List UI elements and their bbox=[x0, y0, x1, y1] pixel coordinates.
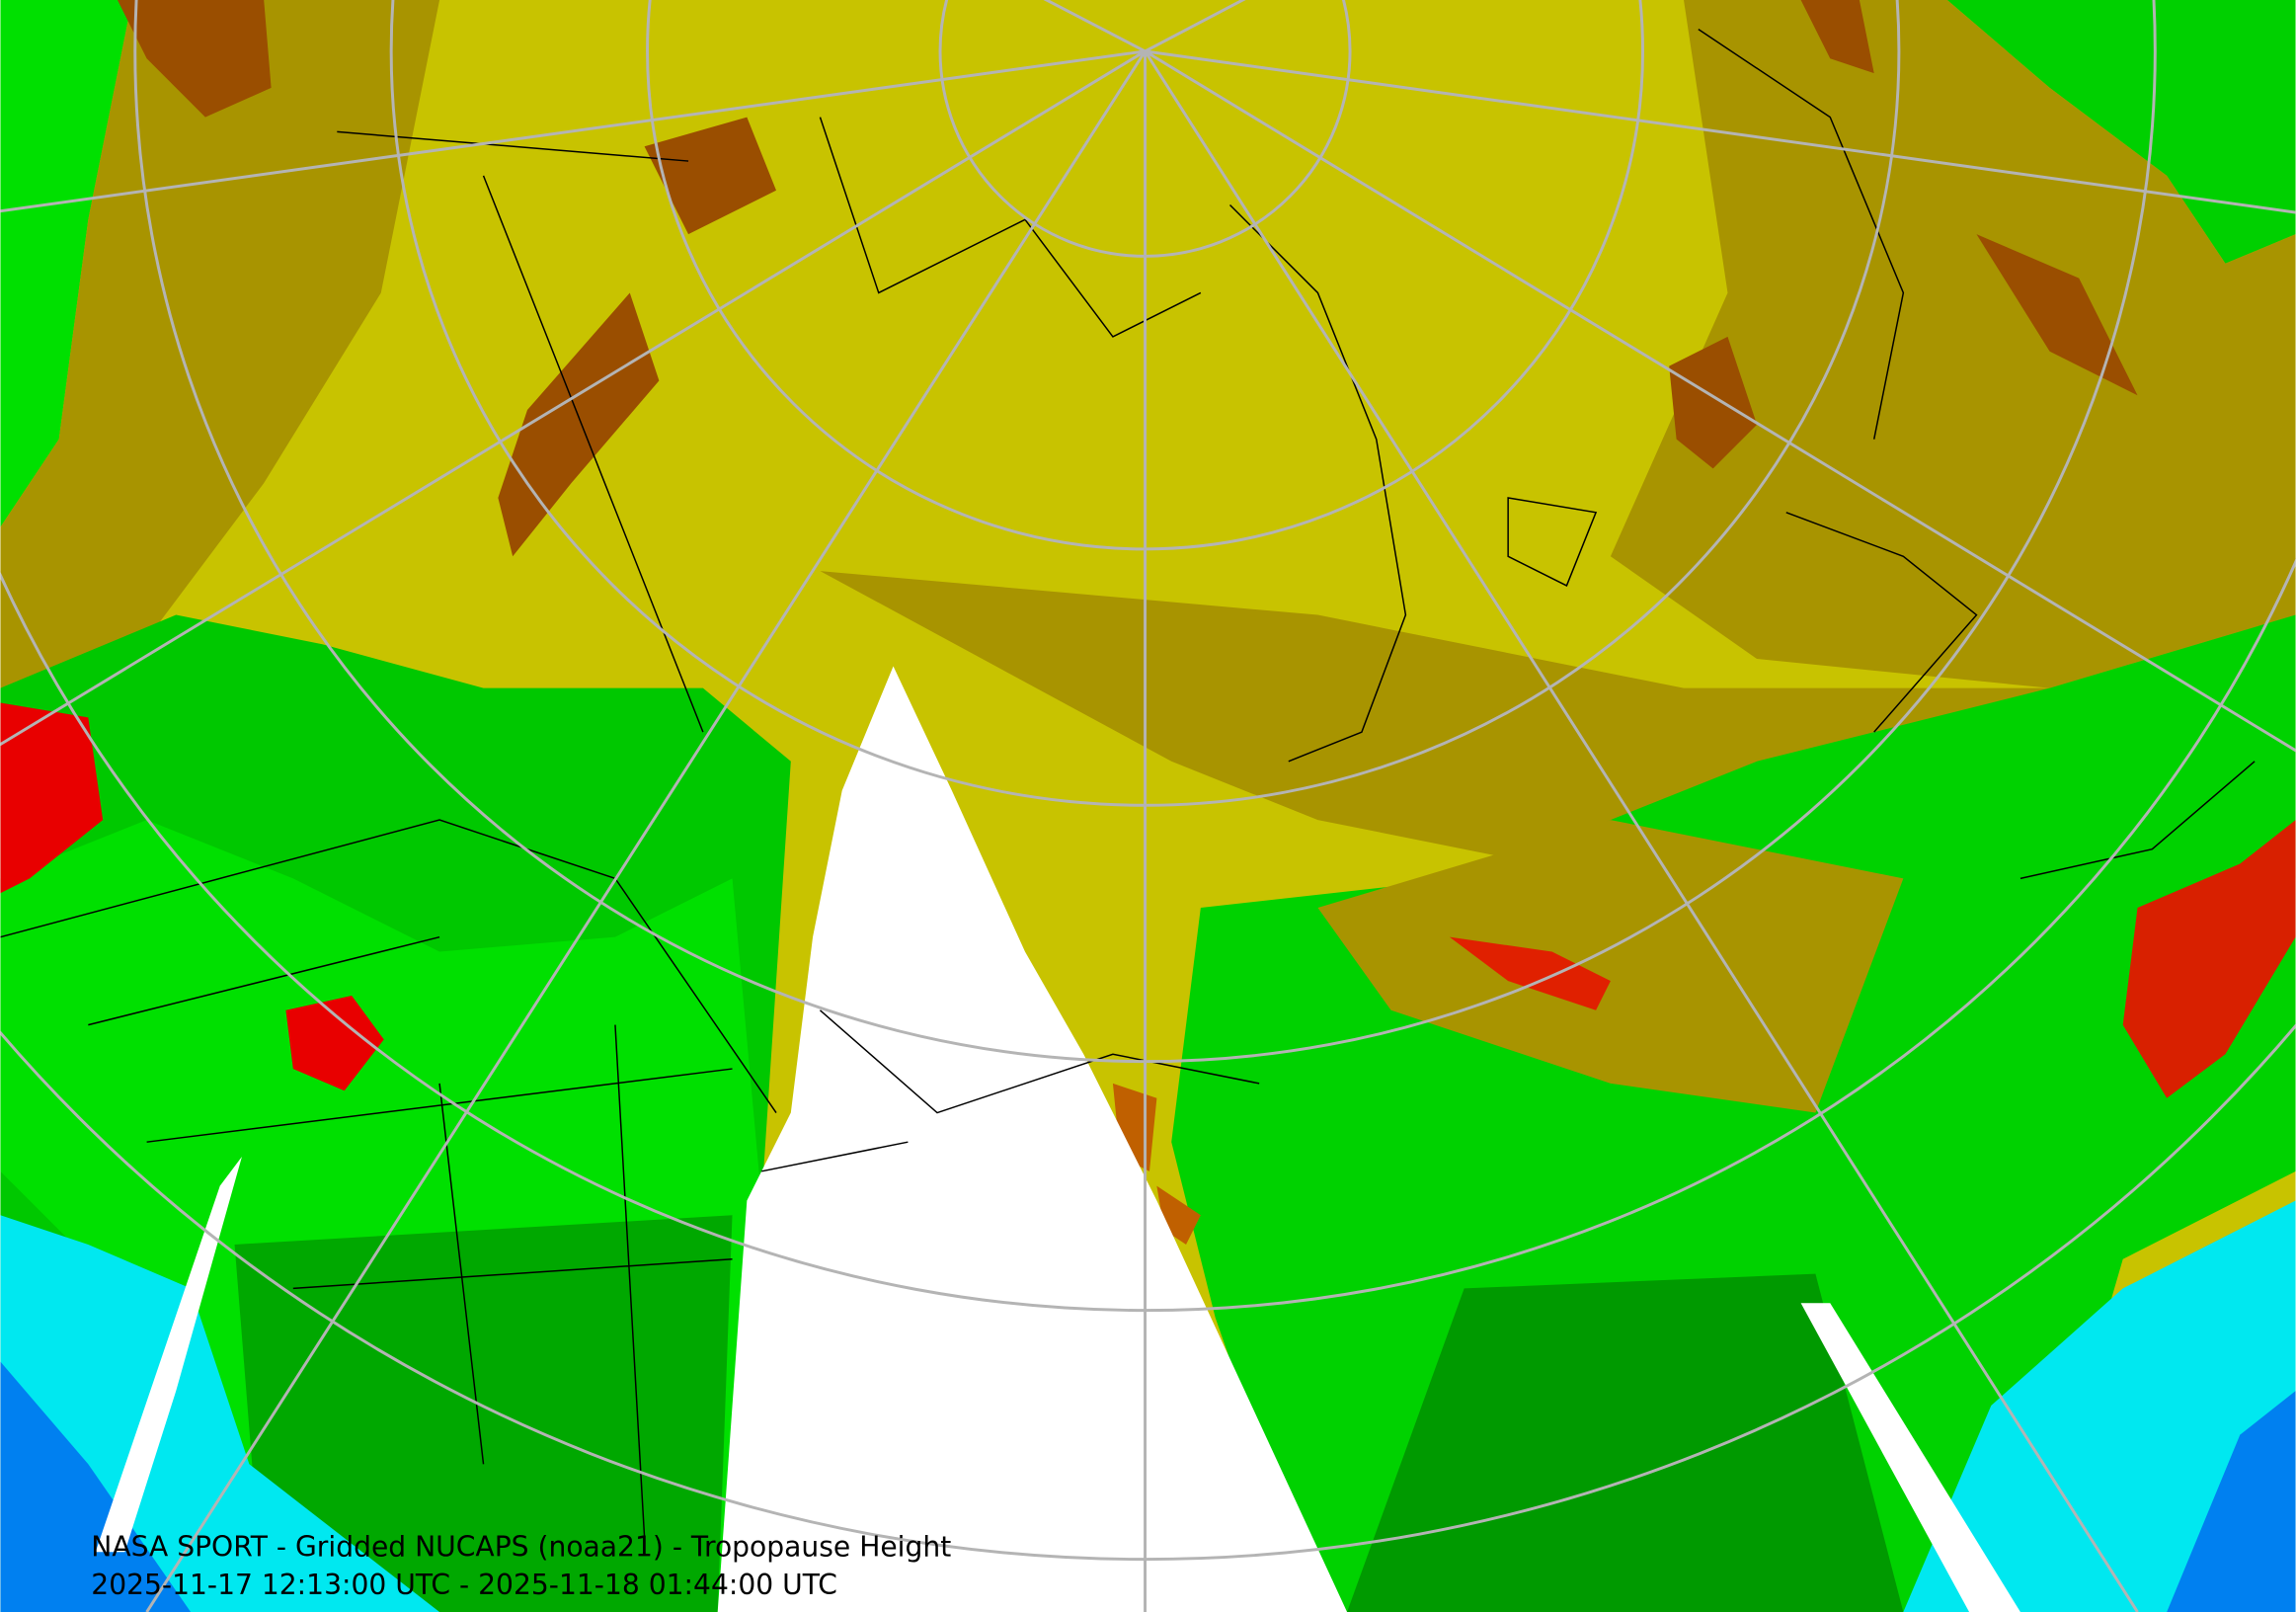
field-brown bbox=[498, 117, 776, 557]
map-time-range: 2025-11-17 12:13:00 UTC - 2025-11-18 01:… bbox=[91, 1569, 837, 1601]
field-blue bbox=[2167, 1391, 2296, 1612]
field-green bbox=[1946, 0, 2296, 264]
field-red bbox=[1449, 936, 1611, 1010]
field-red bbox=[0, 702, 104, 894]
field-blue bbox=[0, 1361, 192, 1612]
field-red bbox=[2122, 820, 2296, 1098]
field-brown bbox=[1112, 1083, 1201, 1245]
field-brown bbox=[1669, 0, 2138, 469]
no-data-stripe bbox=[95, 1157, 242, 1553]
field-olive bbox=[0, 0, 440, 688]
map-title: NASA SPORT - Gridded NUCAPS (noaa21) - T… bbox=[91, 1531, 951, 1564]
field-green bbox=[0, 0, 132, 527]
field-cyan bbox=[1903, 1200, 2296, 1612]
field-red bbox=[285, 995, 384, 1091]
field-olive bbox=[1317, 820, 1904, 1113]
field-brown bbox=[117, 0, 272, 118]
field-darkgreen bbox=[1347, 1273, 1904, 1612]
field-olive bbox=[1610, 0, 2296, 688]
coastline bbox=[0, 29, 2256, 1538]
no-data-wedge bbox=[717, 666, 1348, 1612]
field-darkgreen bbox=[234, 1215, 733, 1612]
